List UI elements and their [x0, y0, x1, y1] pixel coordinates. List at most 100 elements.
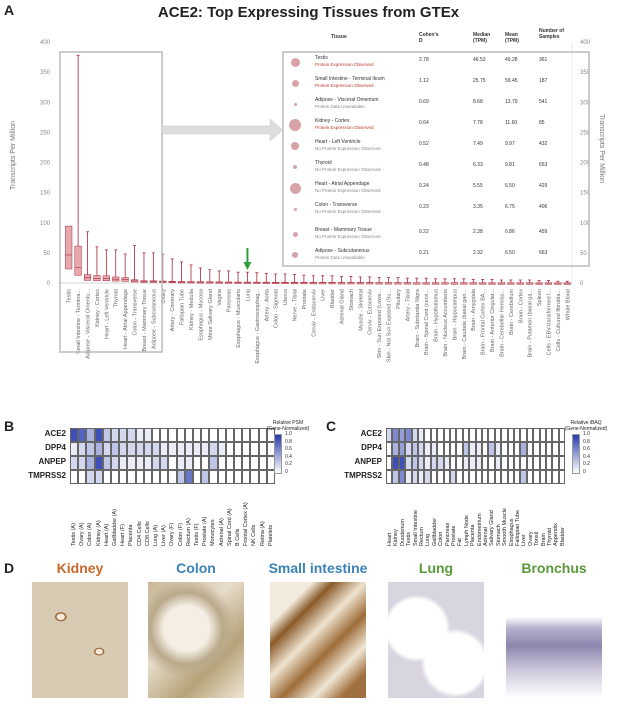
heatmap-cell: [102, 442, 111, 456]
heatmap-cell: [552, 428, 559, 442]
x-tick-label: Ovary: [161, 289, 167, 304]
table-row[interactable]: Kidney - Cortex Protein Expression Observ…: [283, 116, 597, 136]
expression-dot: [291, 142, 299, 150]
heatmap-cell: [135, 470, 144, 484]
table-row[interactable]: Colon - Transverse No Protein Expression …: [283, 200, 597, 220]
heatmap-cell: [386, 470, 393, 484]
expression-dot: [290, 57, 300, 67]
y-tick-label-right: 250: [580, 130, 591, 136]
legend-title: Relative PSM (Gene-Normalized): [266, 420, 310, 432]
heatmap-cell: [552, 442, 559, 456]
header-cohen[interactable]: Cohen's D: [419, 32, 439, 44]
tissue-column-label: Platelets: [267, 524, 274, 546]
x-tick-label: Nerve - Tibial: [292, 289, 298, 321]
tissue-column-label: Tonsil: [534, 531, 541, 546]
x-tick-label: Brain - Frontal Cortex BA...: [481, 289, 487, 355]
x-tick-label: Vagina: [217, 288, 223, 306]
x-tick-label: Cervix - Ectocervix: [368, 289, 374, 335]
heatmap-cell: [266, 470, 275, 484]
heatmap-cell: [558, 456, 566, 470]
tissue-column-label: Frontal Cortex (A): [243, 502, 250, 546]
heatmap-cell: [250, 456, 259, 470]
heatmap-cell: [526, 442, 534, 456]
heatmap-cell: [201, 442, 210, 456]
y-tick-label-right: 300: [580, 100, 591, 106]
heatmap-cell: [494, 470, 502, 484]
table-row[interactable]: Testis Protein Expression Observed 2.78 46.…: [283, 53, 597, 73]
tissue-column-label: Pancreas: [444, 522, 451, 546]
heatmap-cell: [418, 456, 425, 470]
table-row[interactable]: Thyroid No Protein Expression Observed 0.4…: [283, 158, 597, 178]
heatmap-cell: [102, 470, 111, 484]
heatmap-cell: [160, 428, 169, 442]
y-tick-label: 400: [40, 40, 51, 46]
heatmap-cell: [127, 442, 136, 456]
heatmap-cell: [209, 442, 218, 456]
tissue-name: Small Intestine - Terminal Ileum: [315, 76, 385, 82]
heatmap-cell: [127, 456, 136, 470]
median-value: 5.55: [473, 183, 483, 189]
header-samples: Number of Samples: [539, 28, 564, 40]
heatmap-cell: [152, 470, 161, 484]
heatmap-cell: [456, 428, 463, 442]
heatmap-cell: [462, 470, 470, 484]
gene-label: DPP4: [361, 443, 382, 452]
heatmap-cell: [225, 442, 234, 456]
heatmap-cell: [258, 428, 267, 442]
heatmap-cell: [488, 470, 495, 484]
x-tick-label: Brain - Cerebellar Hemisp...: [499, 289, 505, 357]
x-tick-label: Uterus: [283, 289, 289, 305]
x-tick-label: Lung: [245, 289, 251, 301]
heatmap-cell: [450, 470, 457, 484]
table-row[interactable]: Breast - Mammary Tissue No Protein Expres…: [283, 225, 597, 245]
y-tick-label: 150: [40, 191, 51, 197]
table-row[interactable]: Heart - Left Ventricle No Protein Express…: [283, 137, 597, 157]
heatmap-cell: [405, 428, 412, 442]
table-row[interactable]: Adipose - Subcutaneous Protein Data Unava…: [283, 246, 597, 266]
heatmap-cell: [520, 470, 527, 484]
heatmap-cell: [386, 428, 393, 442]
heatmap-cell: [456, 456, 463, 470]
heatmap-cell: [225, 456, 234, 470]
box: [74, 245, 82, 276]
heatmap-cell: [411, 456, 418, 470]
box: [225, 281, 233, 284]
highlight-frame: [59, 51, 163, 353]
legend-tick: 0: [583, 469, 586, 475]
table-row[interactable]: Heart - Atrial Appendage No Protein Expre…: [283, 179, 597, 199]
tissue-column-label: Colon (F): [177, 523, 184, 546]
tissue-column-label: Placenta: [128, 524, 135, 546]
heatmap-cell: [405, 442, 412, 456]
y-tick-label-right: 0: [580, 281, 584, 287]
mean-value: 11.60: [505, 120, 518, 126]
heatmap-cell: [507, 456, 514, 470]
x-tick-label: Cells - Cultured fibrobla...: [556, 289, 562, 352]
x-tick-label: Brain - Hypothalamus: [434, 289, 440, 342]
heatmap-cell: [546, 442, 553, 456]
heatmap-cell: [193, 428, 202, 442]
table-row[interactable]: Adipose - Visceral Omentum Protein Data U…: [283, 95, 597, 115]
tissue-column-label: Lung (A): [153, 524, 159, 546]
histology-image: [32, 582, 128, 698]
heatmap-cell: [430, 470, 438, 484]
heatmap-cell: [160, 470, 169, 484]
heatmap-cell: [258, 470, 267, 484]
cohen-value: 0.64: [419, 120, 429, 126]
heatmap-cell: [258, 456, 267, 470]
tissue-title: Bronchus: [521, 560, 587, 576]
heatmap-cell: [111, 470, 120, 484]
table-row[interactable]: Small Intestine - Terminal Ileum Protein …: [283, 74, 597, 94]
box: [65, 225, 73, 270]
heatmap-cell: [184, 470, 193, 484]
heatmap-cell: [558, 442, 566, 456]
y-tick-label: 100: [40, 221, 51, 227]
mean-value: 13.79: [505, 99, 518, 105]
samples-value: 406: [539, 204, 548, 210]
expression-dot: [291, 79, 299, 87]
heatmap-cell: [193, 456, 202, 470]
chart-title: ACE2: Top Expressing Tissues from GTEx: [157, 4, 460, 21]
tissue-column-label: CD4 Cells: [136, 521, 143, 546]
heatmap-cell: [469, 442, 476, 456]
heatmap-cell: [86, 442, 95, 456]
heatmap-cell: [558, 428, 566, 442]
